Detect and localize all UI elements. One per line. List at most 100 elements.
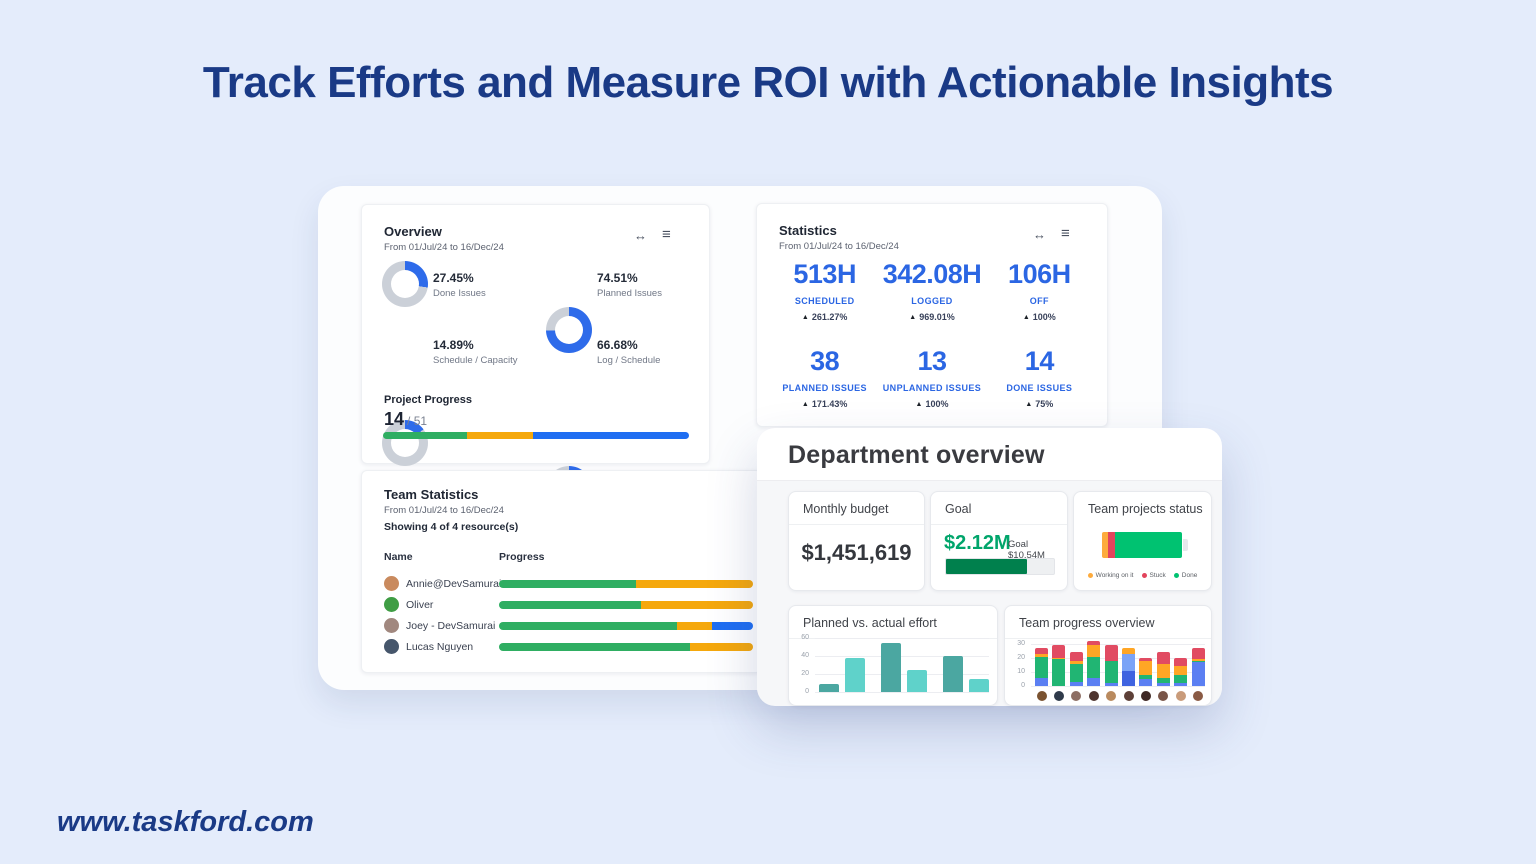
avatar (384, 576, 399, 591)
progress-bar-segment (1070, 664, 1083, 682)
table-row[interactable]: Oliver (384, 597, 399, 613)
column-header-name: Name (384, 551, 413, 563)
stat-delta: ▲969.01% (878, 312, 985, 322)
up-triangle-icon: ▲ (1023, 314, 1030, 321)
gridline (1031, 686, 1205, 687)
ytick: 60 (789, 634, 809, 641)
progress-bar-segment (1122, 648, 1135, 654)
progress-bar-segment (1070, 661, 1083, 664)
menu-icon[interactable]: ≡ (662, 227, 671, 242)
table-row[interactable]: Joey - DevSamurai (384, 618, 399, 634)
gridline (815, 638, 989, 639)
ytick: 0 (1005, 682, 1025, 689)
stat-value: 14 (986, 346, 1093, 377)
bar-segment (641, 601, 753, 609)
bar-segment (533, 432, 689, 439)
progress-bar-segment (1122, 654, 1135, 671)
delta-value: 171.43% (812, 399, 848, 409)
stat-unplanned-issues: 13 UNPLANNED ISSUES ▲100% (878, 346, 985, 409)
bar-segment (499, 622, 677, 630)
up-triangle-icon: ▲ (916, 401, 923, 408)
goal-value: $2.12M (944, 532, 1011, 555)
delta-value: 261.27% (812, 312, 848, 322)
planned-vs-actual-card: Planned vs. actual effort 6040200 (788, 605, 998, 706)
stat-delta: ▲100% (878, 399, 985, 409)
effort-bar (907, 670, 927, 693)
stat-label: SCHEDULED (771, 296, 878, 306)
progress-bar-segment (1174, 683, 1187, 686)
divider (931, 524, 1067, 525)
showing-count: Showing 4 of 4 resource(s) (384, 521, 518, 533)
goal-card: Goal $2.12M Goal $10.54M (930, 491, 1068, 591)
team-projects-status-card: Team projects status Working on itStuckD… (1073, 491, 1212, 591)
effort-bar (943, 656, 963, 692)
avatar (1124, 691, 1134, 701)
bar-segment (712, 622, 753, 630)
stat-delta: ▲100% (986, 312, 1093, 322)
menu-icon[interactable]: ≡ (1061, 226, 1070, 241)
progress-bar-segment (1139, 661, 1152, 675)
table-row[interactable]: Lucas Nguyen (384, 639, 399, 655)
stat-label: OFF (986, 296, 1093, 306)
team-statistics-title: Team Statistics (384, 487, 478, 502)
status-bar-tip (1183, 539, 1188, 551)
progress-bar-segment (1192, 648, 1205, 659)
progress-bar-segment (1192, 661, 1205, 662)
member-name: Annie@DevSamurai (406, 578, 501, 590)
donut-value: 14.89% (433, 338, 518, 352)
avatar (1141, 691, 1151, 701)
donut-label: Planned Issues (597, 288, 662, 299)
monthly-budget-card: Monthly budget $1,451,619 (788, 491, 925, 591)
up-triangle-icon: ▲ (802, 314, 809, 321)
stat-off: 106H OFF ▲100% (986, 259, 1093, 322)
department-overview-title: Department overview (788, 441, 1045, 470)
donut-value: 74.51% (597, 271, 662, 285)
avatar (1158, 691, 1168, 701)
legend-dot-icon (1142, 573, 1147, 578)
progress-bar-segment (1035, 657, 1048, 678)
ytick: 20 (1005, 654, 1025, 661)
website-url: www.taskford.com (57, 806, 314, 839)
project-progress-bar (383, 432, 689, 439)
bar-segment (383, 432, 467, 439)
delta-value: 100% (1033, 312, 1056, 322)
effort-bar (819, 684, 839, 692)
progress-bar-segment (1087, 641, 1100, 645)
legend-item: Done (1174, 572, 1198, 579)
progress-bar-segment (1087, 678, 1100, 686)
bar-segment (636, 580, 753, 588)
effort-bar (845, 658, 865, 692)
stat-value: 342.08H (878, 259, 985, 290)
bar-segment (1115, 532, 1182, 558)
bar-segment (467, 432, 533, 439)
legend-label: Stuck (1150, 572, 1166, 579)
up-triangle-icon: ▲ (909, 314, 916, 321)
avatar (1054, 691, 1064, 701)
bar-segment (499, 643, 690, 651)
legend-label: Working on it (1096, 572, 1134, 579)
table-row[interactable]: Annie@DevSamurai (384, 576, 399, 592)
monthly-budget-title: Monthly budget (803, 502, 888, 516)
progress-bar-segment (1105, 645, 1118, 660)
member-name: Oliver (406, 599, 433, 611)
progress-bar-segment (1052, 658, 1065, 659)
status-legend: Working on it Stuck Done (1074, 572, 1211, 579)
progress-bar-segment (1139, 675, 1152, 679)
legend-dot-icon (1174, 573, 1179, 578)
projects-status-bar (1102, 532, 1182, 558)
donut-log-schedule-text: 66.68% Log / Schedule (597, 338, 660, 366)
resize-icon[interactable]: ↔ (634, 229, 647, 242)
progress-bar-segment (1174, 658, 1187, 666)
donut-done-issues-text: 27.45% Done Issues (433, 271, 486, 299)
progress-bar-segment (1052, 645, 1065, 658)
donut-label: Schedule / Capacity (433, 355, 518, 366)
progress-bar-segment (1105, 661, 1118, 683)
goal-progress-track (945, 558, 1055, 575)
stats-grid: 513H SCHEDULED ▲261.27% 342.08H LOGGED ▲… (771, 259, 1093, 409)
overview-card: Overview From 01/Jul/24 to 16/Dec/24 ↔ ≡… (361, 204, 710, 464)
progress-bar-segment (1052, 659, 1065, 686)
resize-icon[interactable]: ↔ (1033, 228, 1046, 241)
avatar (384, 618, 399, 633)
progress-bar-segment (1157, 652, 1170, 663)
project-progress-count: 14/ 51 (384, 409, 427, 430)
